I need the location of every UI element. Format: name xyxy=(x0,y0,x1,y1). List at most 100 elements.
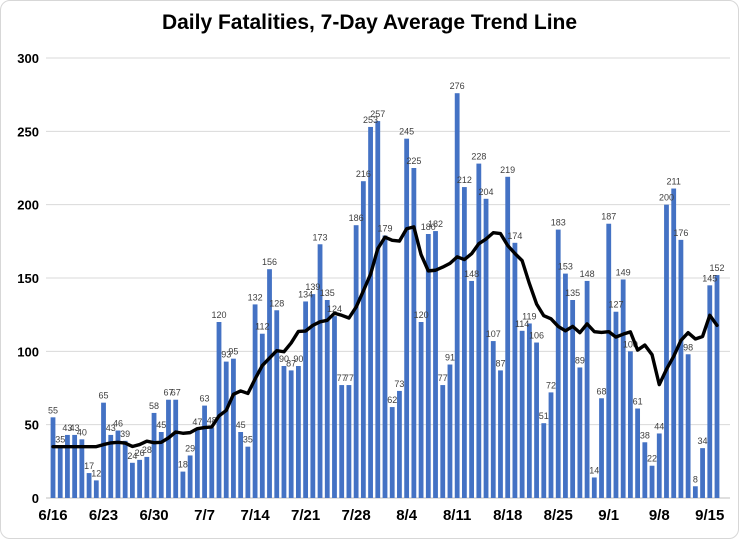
bar xyxy=(483,198,489,499)
bar xyxy=(548,392,554,498)
bar xyxy=(173,399,179,498)
data-label: 100 xyxy=(623,339,638,349)
data-label: 245 xyxy=(399,127,414,137)
bar xyxy=(685,354,691,498)
bar xyxy=(469,280,475,498)
x-tick-label: 7/21 xyxy=(291,507,320,524)
bar xyxy=(274,310,280,498)
data-label: 135 xyxy=(565,288,580,298)
bar xyxy=(490,341,496,498)
x-tick-label: 7/28 xyxy=(342,507,371,524)
data-label: 12 xyxy=(91,468,101,478)
data-label: 179 xyxy=(377,223,392,233)
bar xyxy=(404,138,410,499)
data-label: 73 xyxy=(394,379,404,389)
bar xyxy=(332,316,337,498)
data-label: 216 xyxy=(356,169,371,179)
bar xyxy=(158,432,164,498)
data-label: 228 xyxy=(471,152,486,162)
data-label: 174 xyxy=(507,231,522,241)
data-label: 40 xyxy=(77,427,87,437)
bar xyxy=(613,311,619,498)
bar xyxy=(526,323,532,498)
bar xyxy=(72,434,78,498)
data-label: 77 xyxy=(344,373,354,383)
bar xyxy=(267,269,272,498)
bar xyxy=(137,459,143,498)
data-label: 22 xyxy=(647,454,657,464)
bar xyxy=(606,223,612,499)
x-tick-label: 8/4 xyxy=(396,507,418,524)
bar xyxy=(584,280,590,498)
data-label: 212 xyxy=(457,175,472,185)
bar xyxy=(166,399,171,498)
y-tick-label: 50 xyxy=(25,418,39,433)
bar xyxy=(599,398,604,498)
data-label: 148 xyxy=(580,269,595,279)
data-label: 17 xyxy=(84,461,94,471)
x-tick-label: 6/16 xyxy=(38,507,67,524)
data-label: 106 xyxy=(529,331,544,341)
bar xyxy=(692,486,698,498)
bar xyxy=(382,235,388,498)
data-label: 24 xyxy=(127,451,137,461)
bar xyxy=(411,168,417,498)
bar xyxy=(656,433,662,498)
data-label: 148 xyxy=(464,269,479,279)
data-label: 253 xyxy=(363,115,378,125)
bar xyxy=(671,188,677,498)
data-label: 156 xyxy=(262,257,277,267)
data-label: 46 xyxy=(113,419,123,429)
data-label: 18 xyxy=(178,460,188,470)
data-label: 48 xyxy=(207,416,217,426)
data-label: 26 xyxy=(135,448,145,458)
data-label: 182 xyxy=(428,219,443,229)
data-label: 44 xyxy=(654,421,664,431)
bar xyxy=(86,473,92,498)
data-label: 90 xyxy=(279,354,289,364)
x-tick-label: 7/7 xyxy=(194,507,215,524)
data-label: 149 xyxy=(616,267,631,277)
data-label: 34 xyxy=(698,436,708,446)
data-label: 67 xyxy=(163,388,173,398)
data-label: 95 xyxy=(228,347,238,357)
bar xyxy=(245,446,251,498)
bar xyxy=(65,434,70,498)
bar xyxy=(433,231,438,498)
data-label: 187 xyxy=(601,212,616,222)
bar xyxy=(303,301,309,498)
data-label: 62 xyxy=(387,395,397,405)
y-tick-label: 0 xyxy=(32,491,39,506)
data-label: 93 xyxy=(221,350,231,360)
data-label: 28 xyxy=(142,445,152,455)
data-label: 8 xyxy=(693,474,698,484)
bar xyxy=(375,121,381,498)
bar xyxy=(541,423,547,498)
data-label: 152 xyxy=(709,263,724,273)
trend-line xyxy=(51,225,719,449)
bar xyxy=(635,408,641,498)
data-label: 257 xyxy=(370,109,385,119)
data-label: 176 xyxy=(673,228,688,238)
data-label: 276 xyxy=(450,81,465,91)
data-label: 58 xyxy=(149,401,159,411)
data-label: 87 xyxy=(286,358,296,368)
bar xyxy=(512,242,518,498)
data-label: 89 xyxy=(575,355,585,365)
y-tick-label: 200 xyxy=(17,198,39,213)
y-tick-label: 300 xyxy=(17,51,39,66)
bar xyxy=(498,370,503,498)
bar xyxy=(108,434,114,498)
bar xyxy=(187,455,193,498)
bar xyxy=(353,225,359,498)
x-tick-label: 9/1 xyxy=(598,507,619,524)
data-label: 68 xyxy=(597,386,607,396)
data-label: 67 xyxy=(171,388,181,398)
data-label: 183 xyxy=(551,218,566,228)
bar xyxy=(259,333,265,498)
bar xyxy=(122,440,128,498)
bar xyxy=(577,367,583,498)
x-tick-label: 7/14 xyxy=(240,507,270,524)
